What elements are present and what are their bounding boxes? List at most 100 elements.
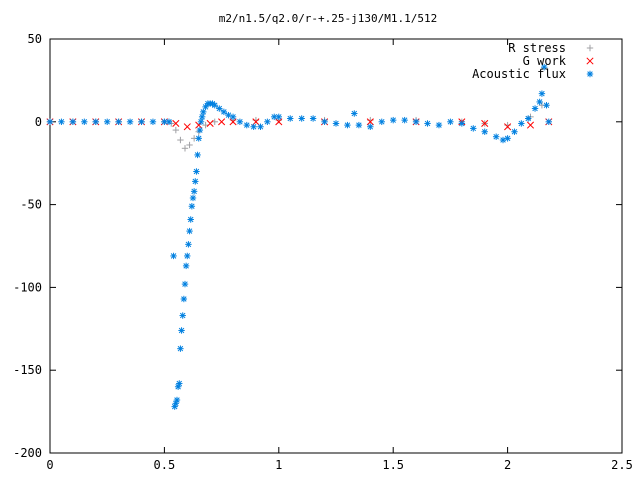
- data-point: [298, 115, 305, 122]
- data-point: [447, 118, 454, 125]
- plot-frame: [49, 38, 623, 454]
- data-point: [355, 121, 363, 129]
- data-point: [366, 118, 374, 126]
- data-point: [524, 115, 532, 122]
- data-point: [543, 102, 550, 109]
- data-point: [332, 120, 340, 127]
- data-point: [518, 120, 525, 127]
- data-point: [541, 63, 548, 71]
- data-point: [412, 118, 420, 125]
- data-point: [181, 145, 189, 152]
- data-point: [170, 252, 177, 260]
- data-point: [257, 123, 264, 130]
- data-point: [250, 123, 257, 130]
- data-point: [504, 123, 512, 131]
- data-point: [138, 118, 145, 125]
- data-point: [470, 125, 477, 132]
- data-point: [58, 118, 65, 125]
- data-point: [172, 119, 180, 128]
- data-point: [218, 118, 226, 126]
- data-point: [236, 118, 244, 125]
- data-point: [531, 105, 539, 112]
- x-tick-label: 1: [275, 458, 282, 472]
- data-point: [200, 108, 207, 116]
- data-point: [511, 128, 518, 135]
- data-point: [243, 121, 250, 129]
- data-point: [545, 118, 552, 125]
- data-point: [179, 312, 186, 319]
- legend-marker: [586, 57, 594, 65]
- data-point: [186, 227, 193, 235]
- y-tick-label: 50: [28, 32, 42, 46]
- data-point: [104, 118, 111, 125]
- data-point: [46, 118, 54, 125]
- x-tick-label: 2: [504, 458, 511, 472]
- data-point: [184, 252, 191, 260]
- data-point: [202, 121, 209, 129]
- data-point: [92, 118, 99, 125]
- data-points: [46, 63, 553, 410]
- data-point: [180, 295, 188, 303]
- x-tick-label: 0.5: [154, 458, 176, 472]
- data-point: [173, 396, 181, 404]
- data-point: [220, 108, 228, 116]
- data-point: [424, 120, 431, 127]
- data-point: [309, 115, 317, 122]
- data-point: [481, 128, 488, 135]
- axes: [49, 38, 623, 454]
- data-point: [367, 123, 374, 130]
- data-point: [435, 121, 443, 129]
- data-point: [185, 241, 192, 248]
- data-point: [526, 121, 535, 129]
- data-point: [378, 118, 385, 125]
- data-point: [69, 118, 77, 125]
- data-point: [190, 188, 198, 195]
- data-point: [195, 135, 202, 142]
- data-point: [187, 216, 194, 223]
- data-point: [202, 103, 209, 111]
- data-point: [390, 116, 397, 124]
- data-point: [149, 118, 157, 125]
- data-point: [504, 135, 511, 142]
- data-point: [264, 118, 271, 125]
- data-point: [216, 105, 223, 112]
- data-point: [172, 126, 180, 134]
- data-point: [401, 116, 408, 124]
- series-r-stress: [46, 102, 546, 152]
- data-point: [193, 168, 200, 175]
- data-point: [186, 141, 193, 149]
- legend-label: R stress: [508, 41, 566, 55]
- y-tick-label: -200: [13, 446, 42, 460]
- data-point: [81, 118, 88, 125]
- legend-marker: [586, 44, 594, 52]
- data-point: [198, 113, 206, 121]
- data-point: [229, 113, 237, 121]
- tick-labels: 0 0.5 1 1.5 2 2.5 50 0 -50 -100 -150 -200: [13, 32, 633, 472]
- data-point: [189, 194, 197, 202]
- data-point: [481, 119, 489, 128]
- data-point: [192, 178, 199, 185]
- data-point: [344, 121, 351, 129]
- data-point: [197, 118, 205, 125]
- data-point: [181, 280, 189, 288]
- data-point: [206, 119, 214, 128]
- data-point: [458, 120, 466, 127]
- legend-marker: [586, 70, 594, 78]
- data-point: [196, 126, 204, 134]
- data-point: [176, 380, 183, 387]
- y-tick-label: -100: [13, 280, 42, 294]
- data-point: [182, 262, 190, 270]
- data-point: [499, 136, 507, 144]
- y-tick-label: -150: [13, 363, 42, 377]
- data-point: [183, 123, 191, 131]
- legend-label: Acoustic flux: [472, 67, 566, 81]
- data-point: [211, 102, 218, 109]
- data-point: [177, 345, 184, 352]
- chart-title: m2/n1.5/q2.0/r-+.25-j130/M1.1/512: [219, 12, 438, 25]
- data-point: [194, 151, 201, 159]
- data-point: [275, 118, 283, 126]
- data-point: [211, 118, 218, 125]
- data-point: [351, 110, 358, 117]
